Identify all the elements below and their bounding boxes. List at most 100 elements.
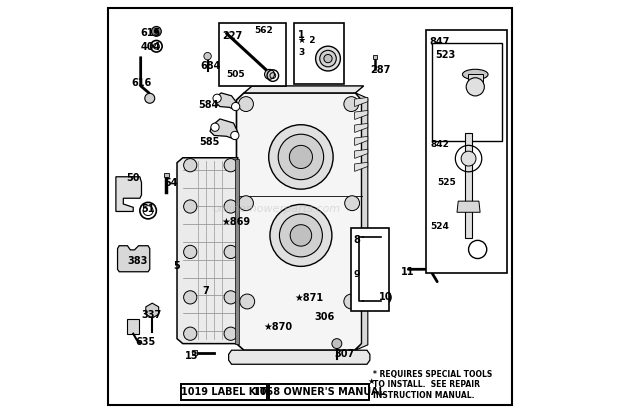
Text: 3: 3 bbox=[298, 48, 304, 57]
Polygon shape bbox=[244, 86, 364, 93]
Bar bbox=[192, 350, 197, 355]
Text: 287: 287 bbox=[370, 65, 390, 75]
Text: 7: 7 bbox=[203, 286, 210, 296]
Circle shape bbox=[224, 159, 237, 172]
Circle shape bbox=[224, 327, 237, 340]
Bar bbox=[294, 23, 344, 84]
Circle shape bbox=[265, 69, 275, 79]
Text: 306: 306 bbox=[314, 312, 334, 322]
Circle shape bbox=[151, 26, 161, 36]
Circle shape bbox=[324, 55, 332, 63]
Circle shape bbox=[231, 131, 239, 140]
Text: 1: 1 bbox=[298, 30, 304, 40]
Text: 13: 13 bbox=[184, 351, 198, 361]
Text: 383: 383 bbox=[128, 256, 148, 266]
Circle shape bbox=[344, 97, 359, 112]
Text: 337: 337 bbox=[141, 310, 162, 320]
Bar bbox=[128, 319, 139, 334]
Bar bbox=[352, 228, 389, 311]
Circle shape bbox=[184, 327, 197, 340]
Circle shape bbox=[184, 245, 197, 259]
Circle shape bbox=[239, 97, 254, 112]
Circle shape bbox=[240, 294, 255, 309]
Polygon shape bbox=[146, 303, 159, 318]
Circle shape bbox=[344, 294, 359, 309]
Circle shape bbox=[270, 204, 332, 266]
Text: 227: 227 bbox=[223, 31, 242, 40]
Polygon shape bbox=[116, 177, 141, 211]
Text: 1058 OWNER'S MANUAL: 1058 OWNER'S MANUAL bbox=[253, 387, 384, 397]
Text: 10: 10 bbox=[379, 292, 393, 301]
Circle shape bbox=[280, 214, 322, 257]
Polygon shape bbox=[236, 93, 361, 350]
Text: 505: 505 bbox=[226, 70, 245, 79]
Bar bbox=[427, 30, 507, 273]
Polygon shape bbox=[355, 162, 368, 171]
Text: 307: 307 bbox=[334, 349, 354, 359]
Circle shape bbox=[278, 134, 324, 180]
Circle shape bbox=[231, 102, 240, 111]
Text: 8: 8 bbox=[354, 235, 361, 245]
Bar bbox=[164, 173, 169, 177]
Text: 615: 615 bbox=[141, 28, 161, 38]
Circle shape bbox=[213, 94, 221, 102]
Polygon shape bbox=[457, 201, 480, 212]
Text: 847: 847 bbox=[430, 37, 450, 47]
Bar bbox=[268, 384, 369, 400]
Bar bbox=[432, 43, 502, 141]
Polygon shape bbox=[177, 158, 237, 344]
Circle shape bbox=[204, 52, 211, 60]
Circle shape bbox=[332, 339, 342, 349]
Bar bbox=[373, 55, 378, 59]
Text: 562: 562 bbox=[254, 26, 273, 36]
Bar bbox=[468, 74, 483, 85]
Circle shape bbox=[290, 225, 312, 246]
Polygon shape bbox=[118, 246, 150, 272]
Circle shape bbox=[145, 93, 155, 103]
Bar bbox=[219, 23, 286, 86]
Text: ★869: ★869 bbox=[221, 217, 250, 227]
Circle shape bbox=[184, 291, 197, 304]
Text: 5: 5 bbox=[173, 261, 180, 271]
Text: 404: 404 bbox=[141, 43, 161, 52]
Circle shape bbox=[224, 245, 237, 259]
Bar bbox=[235, 159, 239, 344]
Text: 525: 525 bbox=[437, 178, 456, 187]
Text: 524: 524 bbox=[431, 222, 450, 231]
Circle shape bbox=[184, 200, 197, 213]
Polygon shape bbox=[229, 350, 370, 364]
Circle shape bbox=[154, 29, 159, 33]
Circle shape bbox=[466, 78, 484, 96]
Ellipse shape bbox=[463, 69, 488, 80]
Circle shape bbox=[290, 145, 312, 169]
Bar bbox=[465, 133, 472, 238]
Text: ★871: ★871 bbox=[294, 293, 324, 303]
Text: * REQUIRES SPECIAL TOOLS
TO INSTALL.  SEE REPAIR
INSTRUCTION MANUAL.: * REQUIRES SPECIAL TOOLS TO INSTALL. SEE… bbox=[373, 370, 492, 400]
Text: 684: 684 bbox=[200, 61, 221, 71]
Text: 616: 616 bbox=[131, 78, 152, 88]
Polygon shape bbox=[355, 110, 368, 119]
Polygon shape bbox=[214, 93, 237, 111]
Circle shape bbox=[268, 125, 333, 189]
Polygon shape bbox=[355, 136, 368, 145]
Bar bbox=[181, 384, 267, 400]
Text: 51: 51 bbox=[141, 204, 155, 214]
Text: 635: 635 bbox=[136, 337, 156, 347]
Circle shape bbox=[320, 50, 336, 67]
Circle shape bbox=[239, 196, 254, 211]
Text: 1019 LABEL KIT: 1019 LABEL KIT bbox=[181, 387, 267, 397]
Text: 50: 50 bbox=[126, 173, 140, 183]
Text: 523: 523 bbox=[436, 50, 456, 60]
Circle shape bbox=[345, 196, 360, 211]
Circle shape bbox=[224, 200, 237, 213]
Polygon shape bbox=[355, 123, 368, 133]
Text: 584: 584 bbox=[198, 100, 219, 110]
Text: ★870: ★870 bbox=[263, 322, 292, 332]
Polygon shape bbox=[355, 150, 368, 159]
Text: 842: 842 bbox=[431, 140, 450, 150]
Text: ★ 2: ★ 2 bbox=[298, 36, 316, 45]
Text: onlinemowerparts.com: onlinemowerparts.com bbox=[213, 204, 341, 214]
Circle shape bbox=[461, 151, 476, 166]
Text: ★: ★ bbox=[368, 377, 375, 386]
Circle shape bbox=[316, 46, 340, 71]
